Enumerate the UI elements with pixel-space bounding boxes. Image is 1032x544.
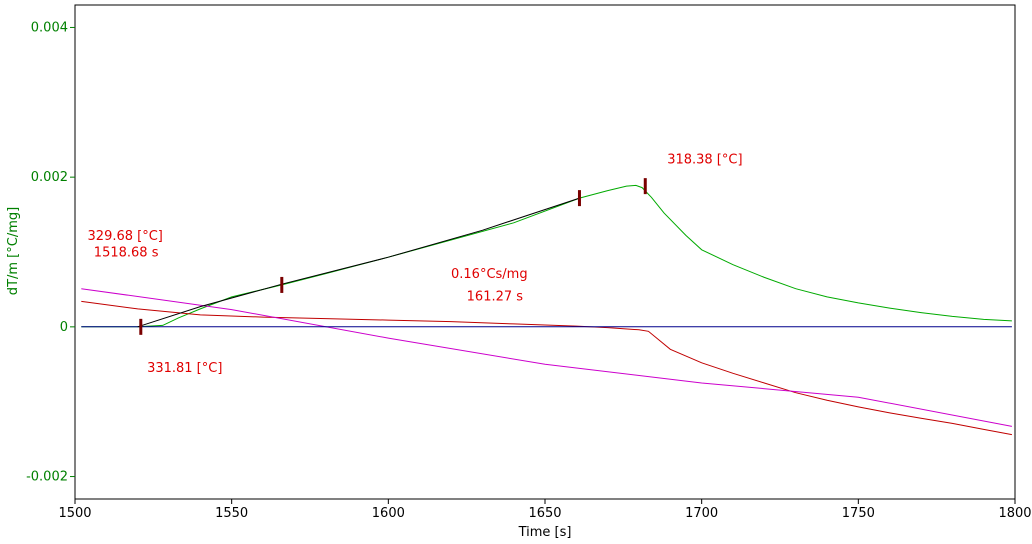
annotation-label: 331.81 [°C] bbox=[147, 361, 222, 376]
y-tick-label: 0 bbox=[60, 320, 68, 335]
series-line-5 bbox=[137, 197, 580, 328]
y-tick-label: 0.004 bbox=[31, 20, 68, 35]
x-axis-title: Time [s] bbox=[518, 525, 572, 540]
series-layer bbox=[81, 184, 1012, 436]
x-tick-label: 1700 bbox=[685, 506, 718, 521]
annotation-label: 0.16°Cs/mg bbox=[451, 267, 528, 282]
y-tick-label: -0.002 bbox=[26, 470, 68, 485]
x-tick-label: 1800 bbox=[998, 506, 1031, 521]
marker-layer bbox=[139, 178, 647, 335]
series-line-3 bbox=[81, 288, 1012, 427]
series-line-2 bbox=[81, 300, 1012, 436]
x-tick-label: 1500 bbox=[58, 506, 91, 521]
plot-area bbox=[74, 4, 1016, 500]
annotation-layer: 318.38 [°C] 329.68 [°C]1518.68 s 0.16°Cs/m… bbox=[88, 153, 743, 376]
x-tick-label: 1750 bbox=[842, 506, 875, 521]
series-line-1 bbox=[81, 184, 1012, 328]
annotation-label: 318.38 [°C] bbox=[667, 153, 742, 168]
y-tick-label: 0.002 bbox=[31, 170, 68, 185]
annotation-label: 1518.68 s bbox=[94, 245, 159, 260]
x-tick-label: 1600 bbox=[372, 506, 405, 521]
x-axis: 1500 1550 1600 1650 1700 1750 1800 bbox=[58, 499, 1032, 521]
x-tick-label: 1550 bbox=[215, 506, 248, 521]
annotation-label: 329.68 [°C] bbox=[88, 229, 163, 244]
y-axis: 0.004 0.002 0 -0.002 bbox=[26, 20, 75, 485]
y-axis-title: dT/m [°C/mg] bbox=[6, 207, 21, 295]
annotation-label: 161.27 s bbox=[467, 290, 524, 305]
x-tick-label: 1650 bbox=[528, 506, 561, 521]
